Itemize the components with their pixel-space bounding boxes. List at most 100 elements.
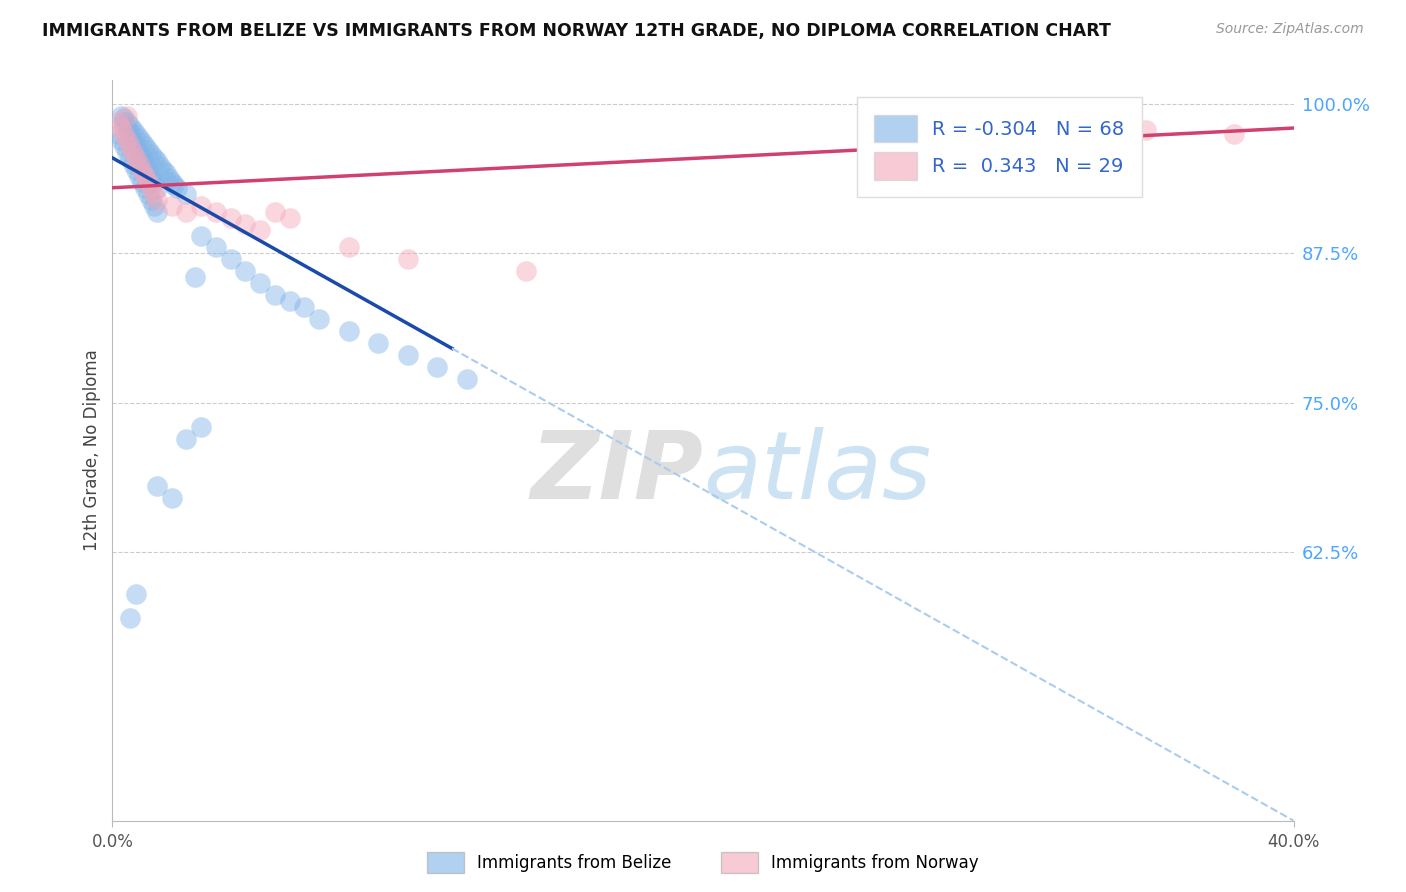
Point <box>249 277 271 291</box>
Point <box>515 264 537 278</box>
Point <box>128 145 150 159</box>
Point <box>117 145 138 159</box>
Point <box>136 162 159 177</box>
Text: Source: ZipAtlas.com: Source: ZipAtlas.com <box>1216 22 1364 37</box>
Point <box>112 112 135 126</box>
Point <box>155 166 177 180</box>
Point <box>426 359 449 374</box>
Point <box>233 217 256 231</box>
Point <box>190 419 212 434</box>
Point <box>146 193 169 207</box>
Point <box>190 199 212 213</box>
Point <box>134 139 156 153</box>
Point <box>128 130 150 145</box>
Point <box>278 294 301 309</box>
Point <box>122 133 145 147</box>
Point <box>292 300 315 314</box>
Point <box>107 127 129 141</box>
Point <box>117 133 138 147</box>
Point <box>131 162 153 177</box>
Point <box>125 151 148 165</box>
Point <box>152 162 174 177</box>
Point <box>249 222 271 236</box>
Point <box>134 157 156 171</box>
Point <box>160 491 183 506</box>
Text: IMMIGRANTS FROM BELIZE VS IMMIGRANTS FROM NORWAY 12TH GRADE, NO DIPLOMA CORRELAT: IMMIGRANTS FROM BELIZE VS IMMIGRANTS FRO… <box>42 22 1111 40</box>
Point <box>166 180 188 194</box>
Point <box>142 175 165 189</box>
Point <box>205 204 228 219</box>
Point <box>110 121 132 136</box>
Point <box>219 211 242 225</box>
Point <box>146 204 169 219</box>
Point <box>163 178 186 193</box>
Point <box>139 169 162 183</box>
Point <box>205 240 228 254</box>
Point <box>157 171 180 186</box>
Point <box>146 479 169 493</box>
Point <box>112 139 135 153</box>
Point <box>174 432 197 446</box>
Point <box>337 240 360 254</box>
Point <box>308 312 330 326</box>
Point <box>278 211 301 225</box>
Point <box>120 139 142 153</box>
Point <box>174 186 197 201</box>
Point <box>125 127 148 141</box>
Text: ZIP: ZIP <box>530 426 703 518</box>
Point <box>136 175 159 189</box>
Point <box>396 348 419 362</box>
Point <box>110 109 132 123</box>
Point <box>174 204 197 219</box>
Point <box>110 133 132 147</box>
Point <box>122 157 145 171</box>
Point <box>122 145 145 159</box>
Legend: R = -0.304   N = 68, R =  0.343   N = 29: R = -0.304 N = 68, R = 0.343 N = 29 <box>856 97 1142 197</box>
Point <box>131 175 153 189</box>
Point <box>160 175 183 189</box>
Point <box>139 147 162 161</box>
Point <box>122 123 145 137</box>
Point <box>337 324 360 338</box>
Point <box>160 199 183 213</box>
Point <box>264 288 287 302</box>
Point <box>264 204 287 219</box>
Point <box>134 180 156 194</box>
Point <box>128 157 150 171</box>
Point <box>125 587 148 601</box>
Legend: Immigrants from Belize, Immigrants from Norway: Immigrants from Belize, Immigrants from … <box>420 846 986 880</box>
Point <box>112 115 135 129</box>
Point <box>146 180 169 194</box>
Text: atlas: atlas <box>703 427 931 518</box>
Point <box>112 127 135 141</box>
Point <box>233 264 256 278</box>
Point <box>149 159 172 173</box>
Point <box>139 180 162 194</box>
Point <box>184 270 207 285</box>
Point <box>136 186 159 201</box>
Point <box>125 162 148 177</box>
Point <box>120 610 142 624</box>
Point <box>131 151 153 165</box>
Point <box>142 151 165 165</box>
Point <box>190 228 212 243</box>
Point <box>131 136 153 150</box>
Point <box>107 115 129 129</box>
Point <box>134 169 156 183</box>
Point <box>219 252 242 267</box>
Point <box>125 139 148 153</box>
Point <box>142 186 165 201</box>
Point <box>136 143 159 157</box>
Point <box>139 193 162 207</box>
Point <box>120 119 142 133</box>
Point <box>1135 123 1157 137</box>
Point <box>396 252 419 267</box>
Y-axis label: 12th Grade, No Diploma: 12th Grade, No Diploma <box>83 350 101 551</box>
Point <box>456 372 478 386</box>
Point <box>120 127 142 141</box>
Point <box>1223 127 1246 141</box>
Point <box>117 109 138 123</box>
Point <box>117 121 138 136</box>
Point <box>128 169 150 183</box>
Point <box>117 115 138 129</box>
